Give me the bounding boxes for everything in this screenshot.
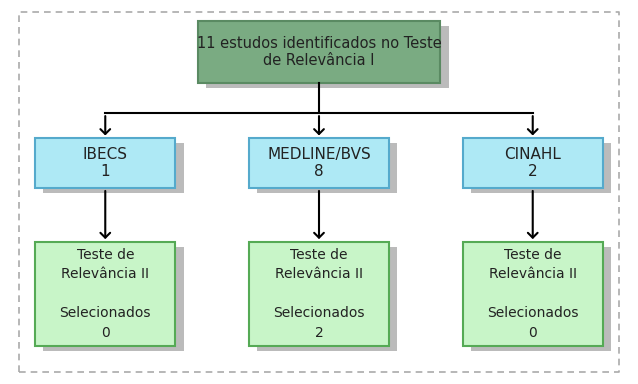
- FancyBboxPatch shape: [43, 247, 184, 351]
- Text: MEDLINE/BVS
8: MEDLINE/BVS 8: [267, 147, 371, 179]
- Text: Teste de
Relevância II

Selecionados
0: Teste de Relevância II Selecionados 0: [487, 248, 579, 340]
- FancyBboxPatch shape: [471, 247, 611, 351]
- FancyBboxPatch shape: [471, 143, 611, 193]
- FancyBboxPatch shape: [463, 138, 603, 188]
- FancyBboxPatch shape: [463, 242, 603, 346]
- FancyBboxPatch shape: [249, 242, 389, 346]
- FancyBboxPatch shape: [257, 247, 397, 351]
- FancyBboxPatch shape: [198, 21, 440, 83]
- Text: Teste de
Relevância II

Selecionados
0: Teste de Relevância II Selecionados 0: [59, 248, 151, 340]
- FancyBboxPatch shape: [43, 143, 184, 193]
- Text: Teste de
Relevância II

Selecionados
2: Teste de Relevância II Selecionados 2: [273, 248, 365, 340]
- Text: 11 estudos identificados no Teste
de Relevância I: 11 estudos identificados no Teste de Rel…: [197, 36, 441, 68]
- Text: IBECS
1: IBECS 1: [83, 147, 128, 179]
- FancyBboxPatch shape: [257, 143, 397, 193]
- FancyBboxPatch shape: [35, 242, 175, 346]
- FancyBboxPatch shape: [35, 138, 175, 188]
- FancyBboxPatch shape: [206, 26, 449, 88]
- Text: CINAHL
2: CINAHL 2: [504, 147, 561, 179]
- FancyBboxPatch shape: [249, 138, 389, 188]
